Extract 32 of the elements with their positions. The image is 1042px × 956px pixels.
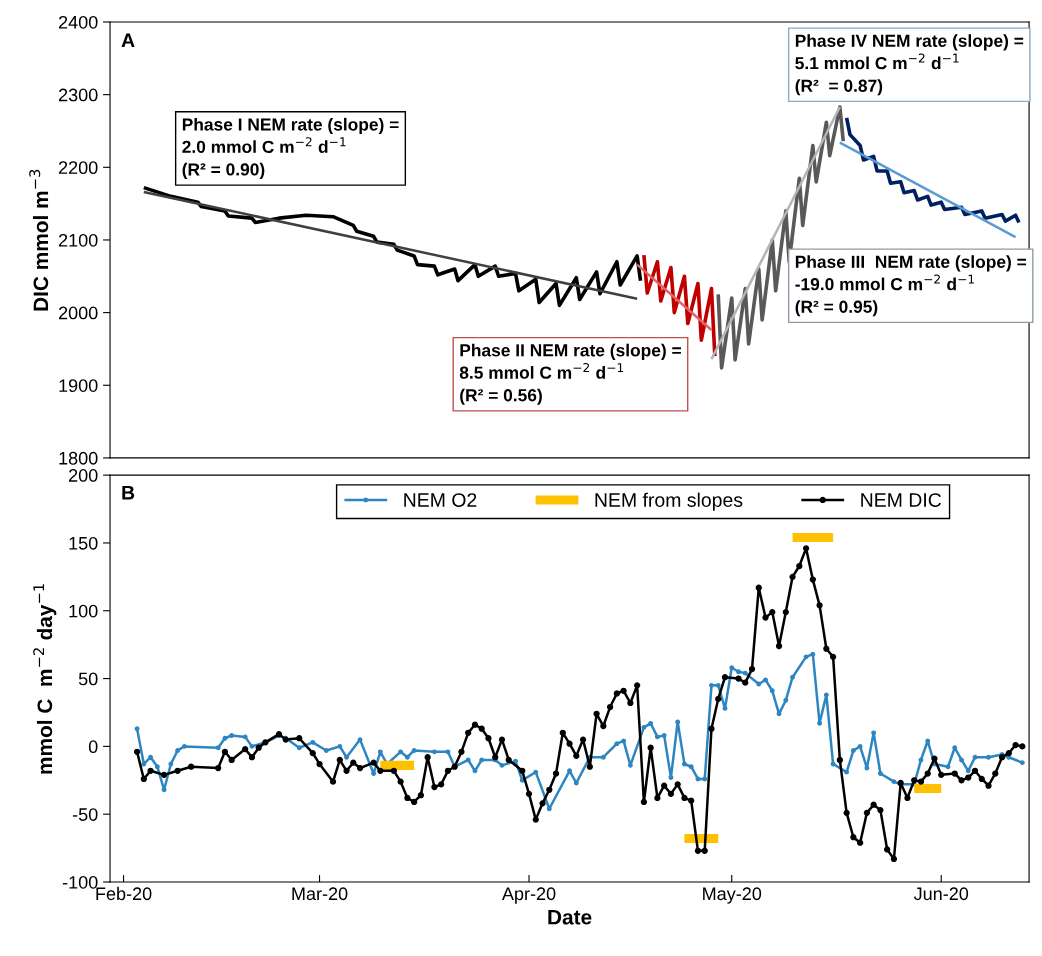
y-axis-title: DIC mmol m$^{−3}$	[29, 169, 49, 311]
text: Phase III NEM rate (slope) = -19.0 mmol C m$^{−2}$ d$^{−1}$ (R² = 0.95)	[795, 255, 1027, 317]
text: Phase IV NEM rate (slope) = 5.1 mmol C m$^{−2}$ d$^{−1}$ (R² = 0.87)	[795, 34, 1024, 96]
x-tick-label: Jun-20	[913, 887, 969, 901]
legend-label: NEM from slopes	[595, 492, 743, 511]
annotation: A	[121, 33, 135, 47]
y-tick-label: 100	[69, 604, 98, 618]
legend-label: NEM DIC	[861, 493, 942, 507]
y-tick-label: 2100	[58, 233, 98, 247]
y-tick-label: 2400	[58, 15, 98, 29]
x-tick-label: Apr-20	[501, 887, 556, 904]
y-tick-label: 2300	[58, 88, 98, 102]
x-tick-label: May-20	[703, 887, 762, 904]
x-axis-title: Date	[548, 910, 592, 925]
line-series	[844, 116, 1021, 225]
y-axis-title: mmol C m$^{−2}$ day$^{−1}$	[33, 584, 57, 774]
annotation: B	[122, 486, 135, 500]
y-tick-label: 0	[88, 740, 98, 754]
legend-label: NEM O2	[404, 493, 477, 507]
y-tick-label: 200	[69, 469, 98, 482]
x-tick-label: Feb-20	[96, 886, 152, 901]
y-tick-label: 2000	[58, 306, 98, 320]
text: Phase I NEM rate (slope) = 2.0 mmol C m$^{−2}$ d$^{−1}$ (R² = 0.90)	[182, 117, 399, 180]
y-tick-label: 150	[69, 536, 98, 550]
y-tick-label: -100	[62, 875, 98, 889]
y-tick-label: -50	[72, 808, 98, 821]
y-tick-label: 50	[78, 672, 98, 686]
x-tick-label: Mar-20	[292, 887, 348, 901]
text: Phase II NEM rate (slope) = 8.5 mmol C m$^{−2}$ d$^{−1}$ (R² = 0.56)	[459, 343, 681, 405]
y-tick-label: 2200	[58, 161, 98, 175]
y-tick-label: 1900	[59, 379, 98, 392]
y-tick-label: 1800	[59, 451, 98, 465]
